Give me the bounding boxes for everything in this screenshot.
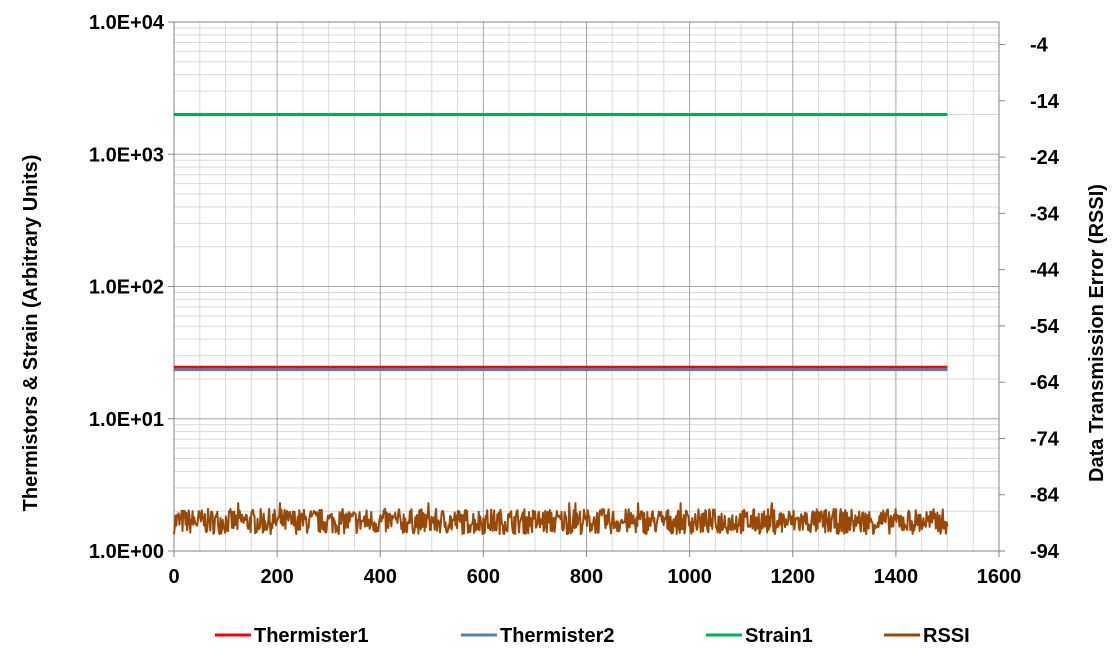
left-y-tick-label: 1.0E+02	[89, 277, 164, 299]
right-y-tick-label: -24	[1030, 147, 1060, 169]
x-tick-label: 1600	[977, 566, 1022, 588]
right-y-tick-label: -74	[1030, 428, 1060, 450]
x-tick-label: 800	[570, 566, 603, 588]
right-y-axis-title: Data Transmission Error (RSSI)	[1086, 184, 1108, 482]
legend-label-rssi: RSSI	[923, 625, 970, 647]
right-y-tick-label: -4	[1030, 35, 1049, 57]
right-y-tick-label: -64	[1030, 372, 1060, 394]
legend-label-strain1: Strain1	[745, 625, 813, 647]
axis-ticks	[168, 21, 1005, 557]
left-y-tick-label: 1.0E+03	[89, 144, 164, 166]
right-y-tick-label: -44	[1030, 260, 1060, 282]
series-line-rssi	[173, 502, 949, 536]
left-y-axis-title: Thermistors & Strain (Arbitrary Units)	[20, 155, 42, 512]
x-tick-label: 1400	[874, 566, 919, 588]
right-y-tick-label: -14	[1030, 91, 1060, 113]
x-tick-label: 400	[364, 566, 397, 588]
x-tick-label: 600	[467, 566, 500, 588]
left-y-tick-label: 1.0E+04	[89, 12, 165, 34]
left-y-tick-label: 1.0E+00	[89, 541, 164, 563]
legend-label-thermister1: Thermister1	[254, 625, 369, 647]
right-y-tick-label: -84	[1030, 485, 1060, 507]
right-y-tick-label: -34	[1030, 203, 1060, 225]
x-tick-label: 1000	[667, 566, 712, 588]
right-y-tick-label: -54	[1030, 316, 1060, 338]
x-tick-label: 1200	[771, 566, 816, 588]
series-group	[173, 112, 949, 536]
legend: Thermister1 Thermister2 Strain1 RSSI	[215, 625, 970, 647]
left-y-tick-label: 1.0E+01	[89, 409, 164, 431]
x-axis-tick-labels: 0 200 400 600 800 1000 1200 1400 1600	[168, 566, 1021, 588]
right-y-tick-label: -94	[1030, 541, 1060, 563]
x-tick-label: 0	[168, 566, 179, 588]
x-tick-label: 200	[260, 566, 293, 588]
left-y-axis-tick-labels: 1.0E+00 1.0E+01 1.0E+02 1.0E+03 1.0E+04	[89, 12, 165, 563]
right-y-axis-tick-labels: -94 -84 -74 -64 -54 -44 -34 -24 -14 -4	[1030, 35, 1060, 563]
legend-label-thermister2: Thermister2	[500, 625, 615, 647]
